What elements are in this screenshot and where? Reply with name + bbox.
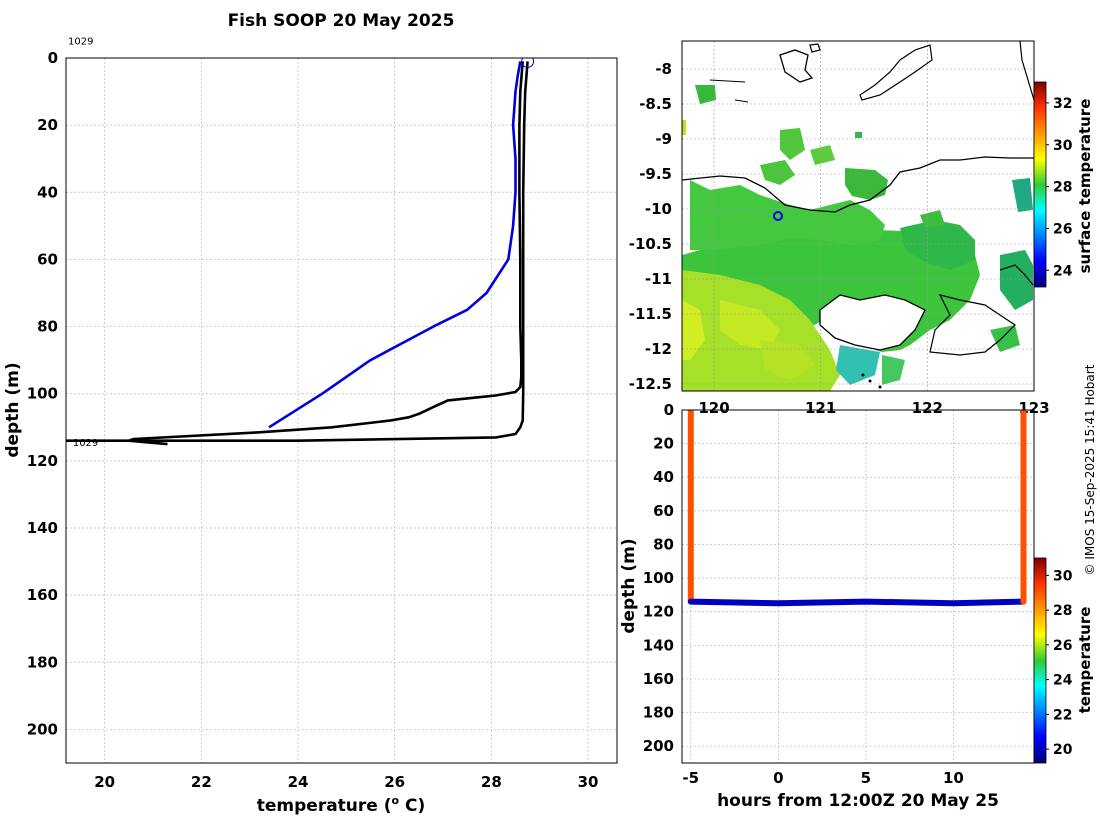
x-tick-label: 20 [94,773,115,791]
surface-circle [521,58,535,68]
map-y-tick-label: -9 [655,130,672,148]
section-y-axis-label: depth (m) [619,538,639,633]
map-y-tick-label: -10.5 [629,235,672,253]
profile-grid [66,57,617,763]
x-tick-label: 22 [191,773,212,791]
temperature-colorbar-ticks: 20 22 24 26 28 30 [1046,568,1073,758]
section-y-ticks: 0 20 40 60 80 100 120 140 160 180 200 [643,401,674,755]
y-tick-label: 100 [27,385,58,403]
section-y-tick-label: 20 [653,435,674,453]
y-tick-label: 120 [27,452,58,470]
section-x-tick-label: 10 [943,769,964,787]
map-x-tick-label: 120 [698,399,729,417]
map-x-ticks: 120 121 122 123 [698,399,1049,417]
temperature-colorbar-tick-label: 20 [1053,742,1073,758]
series-line-profile-1029 [268,61,522,429]
section-y-tick-label: 160 [643,670,674,688]
profile-lines [66,58,535,446]
credit-text: © IMOS 15-Sep-2025 15:41 Hobart [1083,364,1097,575]
y-tick-label: 180 [27,653,58,671]
map-y-tick-label: -11 [645,270,672,288]
temperature-colorbar-tick-label: 22 [1053,707,1072,723]
x-tick-label: 30 [578,773,599,791]
temperature-colorbar-label: temperature [1076,607,1094,714]
map-y-tick-label: -12.5 [629,375,672,393]
y-tick-label: 60 [37,250,58,268]
section-y-tick-label: 180 [643,704,674,722]
section-y-tick-label: 0 [664,401,674,419]
section-grid [682,409,1034,763]
y-tick-label: 160 [27,586,58,604]
x-tick-label: 28 [481,773,502,791]
sst-heatmap [682,41,1034,391]
y-tick-label: 200 [27,720,58,738]
x-tick-label: 24 [288,773,309,791]
map-y-tick-label: -11.5 [629,305,672,323]
map-y-tick-label: -10 [645,200,672,218]
y-tick-label: 140 [27,519,58,537]
profile-y-ticks: 0 20 40 60 80 100 120 140 160 180 200 [27,49,58,738]
sst-colorbar-tick-label: 32 [1053,96,1072,112]
section-panel: -5 0 5 10 0 20 40 60 80 100 120 140 160 180 200 hours… [619,401,1094,811]
section-x-axis-label: hours from 12:00Z 20 May 25 [717,791,999,811]
profile-annotation: 1029 [73,438,98,449]
map-y-ticks: -8 -8.5 -9 -9.5 -10 -10.5 -11 -11.5 -12 -12.5 [629,60,672,393]
profile-x-ticks: 20 22 24 26 28 30 [94,773,598,791]
profile-annotations: 1029 1029 [68,37,98,449]
section-y-tick-label: 60 [653,502,674,520]
ship-position-marker [773,211,783,221]
section-data [687,410,1027,607]
x-tick-label: 26 [384,773,405,791]
profile-panel: Fish SOOP 20 May 2025 20 22 24 26 28 30 0 20 40… [3,11,618,816]
map-y-tick-label: -8 [655,60,672,78]
map-x-tick-label: 121 [805,399,836,417]
section-y-tick-label: 40 [653,468,674,486]
map-x-tick-label: 122 [912,399,943,417]
chart-title: Fish SOOP 20 May 2025 [228,11,455,31]
section-x-tick-label: -5 [682,769,699,787]
position-marker [773,211,783,221]
sst-colorbar-label: surface temperature [1076,99,1094,274]
section-y-tick-label: 120 [643,603,674,621]
temperature-colorbar-tick-label: 26 [1053,638,1072,654]
y-tick-label: 80 [37,318,58,336]
sst-colorbar-tick-label: 28 [1053,180,1072,196]
series-line-profile-down [127,61,524,446]
section-x-tick-label: 0 [773,769,783,787]
profile-axes-box [65,57,618,764]
profile-annotation: 1029 [68,37,93,48]
sst-colorbar-ticks: 24 26 28 30 32 [1046,96,1073,279]
section-x-tick-label: 5 [861,769,871,787]
y-tick-label: 20 [37,116,58,134]
sst-map-panel: 120 121 122 123 -8-8.5-9-9.5-10-10.5-11-11.… [629,40,1094,417]
coastlines [682,41,1034,389]
section-y-tick-label: 140 [643,636,674,654]
section-y-tick-label: 100 [643,569,674,587]
map-y-tick-label: -12 [645,340,672,358]
y-axis-label: depth (m) [3,362,23,457]
y-tick-label: 40 [37,183,58,201]
map-y-tick-label: -9.5 [639,165,672,183]
section-segment-bottom [687,598,1027,607]
section-axes-box [681,409,1035,764]
section-y-tick-label: 80 [653,535,674,553]
sst-colorbar [1033,81,1047,288]
x-axis-label: temperature (o C) [257,794,426,816]
series-line-profile-up [66,61,529,443]
temperature-colorbar [1033,557,1047,764]
temperature-colorbar-tick-label: 24 [1053,673,1073,689]
section-x-ticks: -5 0 5 10 [682,769,963,787]
temperature-colorbar-tick-label: 28 [1053,603,1072,619]
sst-colorbar-tick-label: 30 [1053,138,1073,154]
map-y-tick-label: -8.5 [639,95,672,113]
section-y-tick-label: 200 [643,737,674,755]
sst-colorbar-tick-label: 26 [1053,221,1072,237]
temperature-colorbar-tick-label: 30 [1053,568,1073,584]
y-tick-label: 0 [48,49,58,67]
sst-colorbar-tick-label: 24 [1053,263,1073,279]
